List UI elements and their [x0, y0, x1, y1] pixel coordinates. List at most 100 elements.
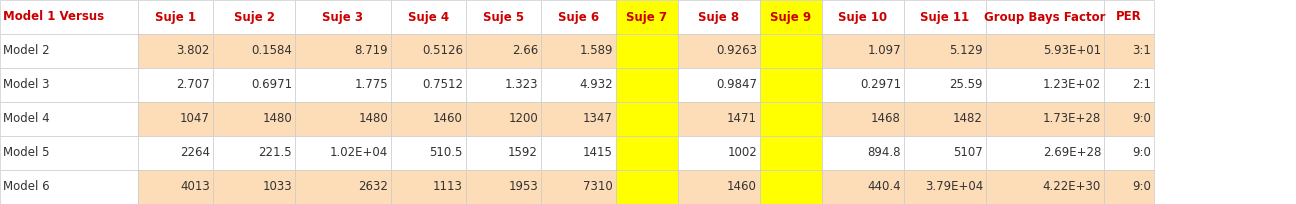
Text: 1415: 1415 [583, 146, 613, 160]
Text: 440.4: 440.4 [867, 181, 901, 194]
Bar [137, 170, 213, 204]
Bar [213, 34, 295, 68]
Bar [1104, 68, 1153, 102]
Bar [616, 34, 678, 68]
Bar [391, 0, 467, 34]
Text: 1047: 1047 [180, 112, 210, 125]
Text: Suje 9: Suje 9 [770, 10, 811, 23]
Text: Model 4: Model 4 [3, 112, 49, 125]
Text: Suje 6: Suje 6 [559, 10, 599, 23]
Text: 4.22E+30: 4.22E+30 [1043, 181, 1102, 194]
Text: 2.69E+28: 2.69E+28 [1042, 146, 1102, 160]
Text: 2264: 2264 [180, 146, 210, 160]
Bar [467, 136, 540, 170]
Bar [540, 102, 616, 136]
Text: Model 1 Versus: Model 1 Versus [3, 10, 104, 23]
Bar [678, 34, 759, 68]
Bar [137, 68, 213, 102]
Bar [391, 102, 467, 136]
Text: 0.5126: 0.5126 [422, 44, 463, 58]
Bar [678, 102, 759, 136]
Text: 4.932: 4.932 [579, 79, 613, 92]
Bar [822, 68, 905, 102]
Text: Suje 11: Suje 11 [920, 10, 969, 23]
Bar [759, 68, 822, 102]
Bar [678, 170, 759, 204]
Text: 8.719: 8.719 [354, 44, 388, 58]
Bar [759, 102, 822, 136]
Bar [1104, 136, 1153, 170]
Bar [0, 102, 137, 136]
Bar [905, 0, 986, 34]
Bar [616, 0, 678, 34]
Bar [540, 170, 616, 204]
Text: Group Bays Factor: Group Bays Factor [984, 10, 1105, 23]
Bar [391, 68, 467, 102]
Bar [295, 0, 391, 34]
Text: 1.23E+02: 1.23E+02 [1043, 79, 1102, 92]
Text: 0.2971: 0.2971 [859, 79, 901, 92]
Bar [0, 34, 137, 68]
Bar [905, 102, 986, 136]
Text: 510.5: 510.5 [430, 146, 463, 160]
Text: 1.323: 1.323 [504, 79, 538, 92]
Bar [905, 34, 986, 68]
Text: 0.7512: 0.7512 [422, 79, 463, 92]
Text: Suje 7: Suje 7 [626, 10, 667, 23]
Text: 2.66: 2.66 [512, 44, 538, 58]
Text: 221.5: 221.5 [258, 146, 292, 160]
Bar [678, 136, 759, 170]
Text: 3:1: 3:1 [1133, 44, 1151, 58]
Bar [986, 136, 1104, 170]
Text: 0.9263: 0.9263 [715, 44, 757, 58]
Bar [137, 136, 213, 170]
Text: 1.775: 1.775 [354, 79, 388, 92]
Text: 1482: 1482 [953, 112, 982, 125]
Text: 3.802: 3.802 [176, 44, 210, 58]
Bar [213, 68, 295, 102]
Text: Suje 3: Suje 3 [323, 10, 363, 23]
Text: 1480: 1480 [358, 112, 388, 125]
Text: 7310: 7310 [583, 181, 613, 194]
Bar [1104, 170, 1153, 204]
Bar [391, 34, 467, 68]
Text: 1.73E+28: 1.73E+28 [1043, 112, 1102, 125]
Text: 5.93E+01: 5.93E+01 [1043, 44, 1102, 58]
Bar [822, 0, 905, 34]
Bar [759, 136, 822, 170]
Bar [467, 0, 540, 34]
Text: Suje 5: Suje 5 [483, 10, 524, 23]
Bar [616, 170, 678, 204]
Bar [467, 68, 540, 102]
Bar [822, 136, 905, 170]
Bar [822, 34, 905, 68]
Bar [905, 170, 986, 204]
Bar [213, 136, 295, 170]
Text: PER: PER [1116, 10, 1142, 23]
Bar [213, 0, 295, 34]
Bar [905, 136, 986, 170]
Text: 1460: 1460 [433, 112, 463, 125]
Text: 1.097: 1.097 [867, 44, 901, 58]
Text: 894.8: 894.8 [867, 146, 901, 160]
Bar [391, 136, 467, 170]
Text: 2.707: 2.707 [176, 79, 210, 92]
Bar [0, 68, 137, 102]
Text: 1347: 1347 [583, 112, 613, 125]
Text: 9:0: 9:0 [1133, 146, 1151, 160]
Text: 9:0: 9:0 [1133, 112, 1151, 125]
Bar [1104, 34, 1153, 68]
Bar [391, 170, 467, 204]
Text: Suje 1: Suje 1 [156, 10, 196, 23]
Text: 1471: 1471 [727, 112, 757, 125]
Text: Model 2: Model 2 [3, 44, 49, 58]
Text: 1.02E+04: 1.02E+04 [329, 146, 388, 160]
Bar [905, 68, 986, 102]
Bar [759, 34, 822, 68]
Text: 1460: 1460 [727, 181, 757, 194]
Bar [467, 34, 540, 68]
Text: 1953: 1953 [508, 181, 538, 194]
Bar [295, 136, 391, 170]
Bar [467, 102, 540, 136]
Bar [0, 0, 137, 34]
